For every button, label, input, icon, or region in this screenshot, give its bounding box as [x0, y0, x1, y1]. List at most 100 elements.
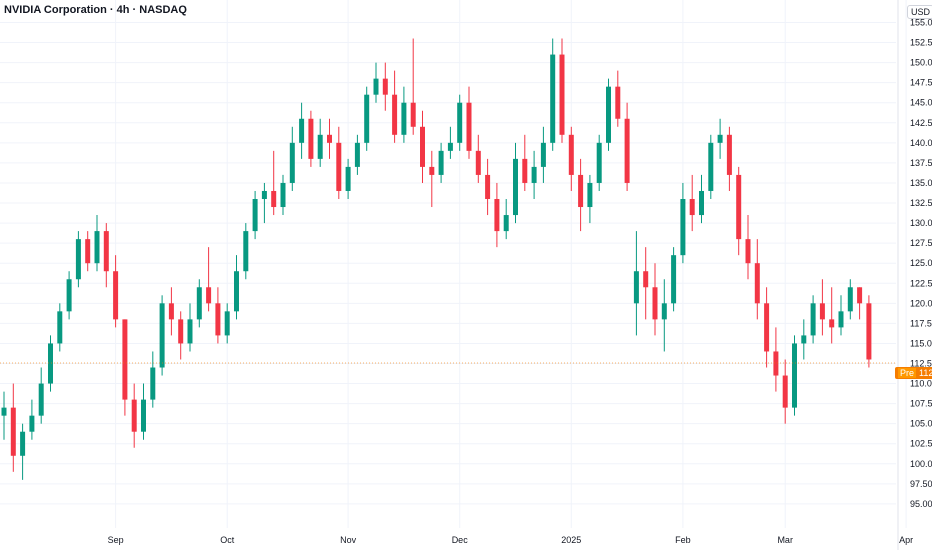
candle	[420, 110, 425, 183]
candle-body	[280, 182, 286, 208]
candle	[792, 335, 797, 416]
candle-body	[568, 134, 574, 175]
candle	[466, 86, 472, 159]
candle-body	[29, 415, 35, 432]
candle-body	[847, 287, 853, 312]
candle	[438, 142, 444, 183]
y-tick-label: 107.50	[910, 399, 932, 409]
candle	[494, 182, 500, 248]
candle-body	[457, 102, 463, 143]
candle	[847, 279, 853, 320]
candle	[113, 255, 119, 328]
candle-body	[485, 174, 491, 200]
x-tick-label: Mar	[777, 535, 793, 545]
candle	[392, 70, 398, 143]
candle-body	[792, 343, 797, 408]
candle-body	[708, 142, 714, 191]
y-tick-label: 130.00	[910, 218, 932, 228]
candle-body	[475, 150, 481, 175]
candle-body	[122, 319, 128, 400]
candle-body	[38, 383, 44, 416]
y-tick-label: 140.00	[910, 138, 932, 148]
candle	[457, 94, 463, 151]
candle	[401, 86, 407, 143]
candle	[689, 174, 695, 232]
y-tick-label: 100.00	[910, 459, 932, 469]
candle-body	[131, 399, 137, 432]
candle-body	[513, 158, 518, 216]
candle-body	[754, 263, 760, 304]
candle-body	[206, 287, 212, 304]
candle	[261, 182, 267, 224]
candle	[103, 223, 109, 288]
candle-body	[420, 126, 425, 167]
candle-body	[503, 215, 509, 232]
candle-body	[196, 287, 202, 320]
candle	[122, 319, 128, 416]
currency-badge[interactable]: USD	[907, 5, 932, 19]
candle-body	[57, 311, 63, 344]
candle-body	[187, 319, 193, 344]
y-tick-label: 147.50	[910, 78, 932, 88]
candle-body	[550, 54, 556, 143]
x-tick-label: Oct	[220, 535, 235, 545]
candle	[568, 126, 574, 191]
candle-body	[354, 142, 360, 167]
y-tick-label: 110.00	[910, 379, 932, 389]
last-price-value: 112.57	[919, 368, 932, 378]
candle	[345, 158, 351, 200]
x-tick-label: Feb	[675, 535, 691, 545]
candle-body	[150, 367, 156, 400]
candle	[280, 174, 286, 216]
candle-body	[75, 239, 81, 280]
candle-body	[466, 102, 472, 151]
candle-body	[345, 166, 351, 191]
candle	[141, 383, 146, 440]
price-axis[interactable]: 95.00 97.50 100.00 102.50 105.00 107.50 110.00…	[910, 17, 932, 508]
candle	[550, 38, 556, 151]
candle-body	[633, 271, 639, 304]
candle-body	[66, 279, 72, 312]
y-tick-label: 145.00	[910, 98, 932, 108]
candle-body	[410, 102, 416, 127]
candle-body	[308, 118, 314, 159]
candle	[513, 142, 518, 224]
y-tick-label: 152.50	[910, 38, 932, 48]
y-tick-label: 122.50	[910, 278, 932, 288]
candle	[643, 247, 649, 320]
candle	[373, 62, 379, 103]
candles	[0, 38, 896, 480]
candle	[745, 215, 751, 280]
candle	[736, 166, 742, 256]
candle-body	[178, 319, 184, 344]
time-axis[interactable]: Sep Oct Nov Dec 2025 Feb Mar Apr	[108, 535, 914, 545]
candle-body	[392, 94, 398, 135]
candle-body	[438, 150, 444, 175]
candle	[866, 295, 872, 368]
candle	[819, 279, 825, 336]
candle-body	[429, 166, 435, 175]
candle	[38, 367, 44, 424]
candle-body	[299, 118, 305, 143]
x-tick-label: Dec	[452, 535, 469, 545]
candle	[726, 126, 732, 191]
candle-body	[94, 231, 100, 264]
candle-body	[624, 118, 630, 183]
candle-body	[447, 142, 453, 151]
candle-body	[782, 375, 788, 408]
candle-body	[243, 231, 249, 272]
candle-body	[745, 239, 751, 264]
candle	[503, 199, 509, 240]
candle-body	[819, 303, 825, 320]
candle	[159, 295, 165, 376]
candle	[606, 78, 611, 151]
candle	[150, 351, 156, 408]
candle	[838, 295, 844, 336]
candle-body	[1, 407, 7, 416]
y-tick-label: 137.50	[910, 158, 932, 168]
candle-body	[717, 134, 723, 143]
candle	[196, 279, 202, 328]
